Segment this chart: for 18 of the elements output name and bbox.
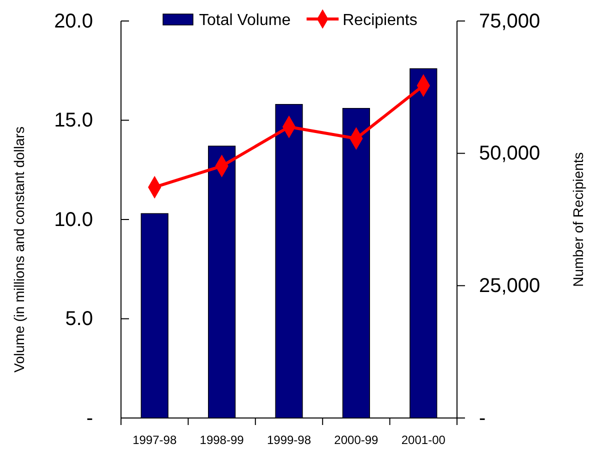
- y-axis-title: Volume (in millions and constant dollars: [11, 126, 27, 372]
- y-tick-label: 20.0: [54, 10, 93, 32]
- y2-tick-label: 25,000: [479, 275, 540, 298]
- x-tick-label: 1999-98: [266, 432, 312, 447]
- x-tick-label: 2001-00: [401, 432, 446, 447]
- y2-tick-label: -: [479, 407, 486, 430]
- y-tick-label: 10.0: [54, 208, 93, 231]
- x-tick-label: 1997-98: [132, 432, 177, 447]
- y-tick-label: -: [86, 407, 93, 430]
- legend-label: Recipients: [342, 12, 418, 29]
- y2-axis-title: Number of Recipients: [570, 152, 586, 287]
- x-tick-label: 2000-99: [334, 432, 379, 447]
- legend-label: Total Volume: [199, 12, 291, 29]
- y2-tick-label: 50,000: [479, 142, 540, 165]
- y-tick-label: 5.0: [65, 308, 93, 330]
- y2-tick-label: 75,000: [479, 10, 540, 32]
- y-tick-label: 15.0: [54, 110, 93, 132]
- x-tick-label: 1998-99: [200, 432, 244, 447]
